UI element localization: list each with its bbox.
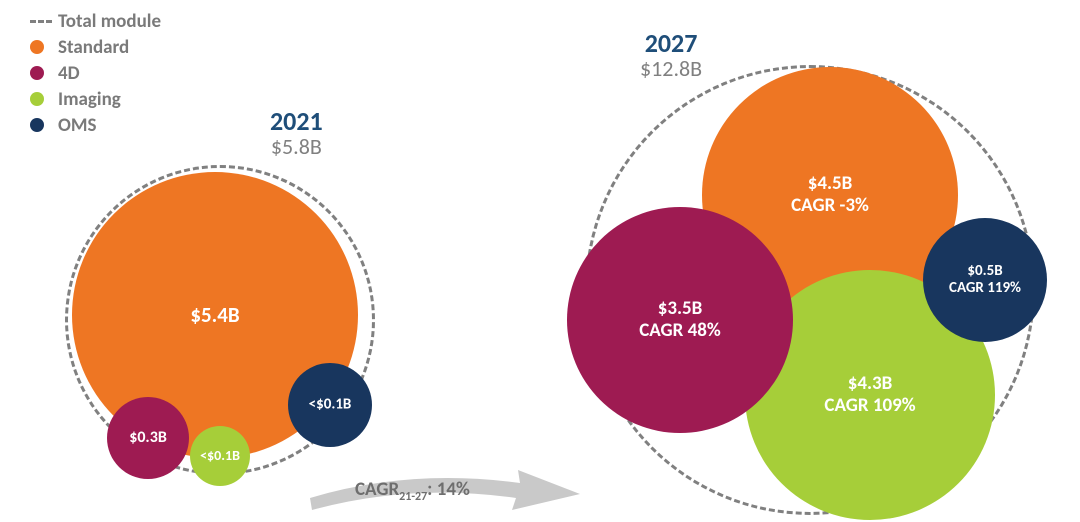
cagr-note: CAGR21-27: 14% (355, 478, 470, 504)
growth-arrow (0, 0, 1080, 522)
chart-canvas: { "colors": { "standard": "#ee7623", "fo… (0, 0, 1080, 522)
cagr-suffix: : 14% (427, 478, 470, 501)
cagr-sub: 21-27 (399, 490, 427, 504)
cagr-prefix: CAGR (355, 478, 399, 501)
